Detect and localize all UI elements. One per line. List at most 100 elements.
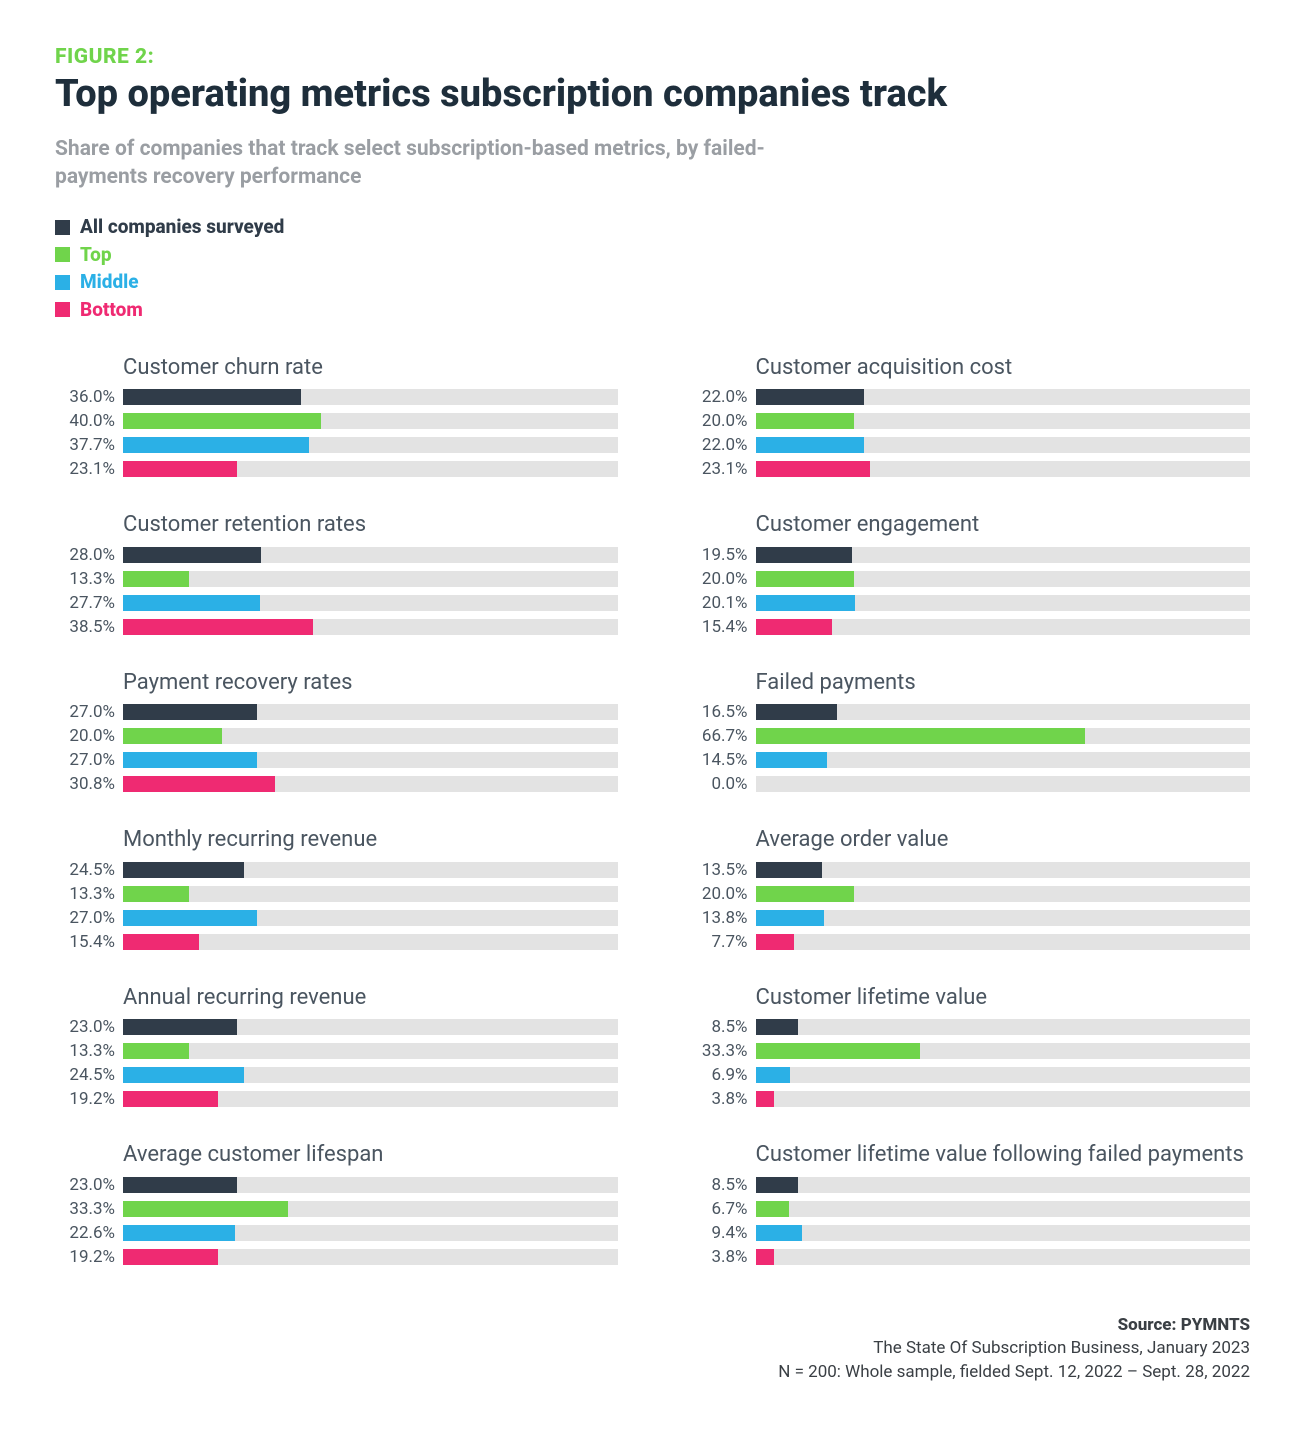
- bar-track: [123, 1091, 618, 1107]
- metric-title: Payment recovery rates: [55, 669, 618, 697]
- bar-value-label: 27.0%: [55, 750, 115, 770]
- bar-row-middle: 22.0%: [688, 435, 1251, 455]
- bar-fill-all: [123, 389, 301, 405]
- bar-fill-all: [123, 1177, 237, 1193]
- charts-wrap: Customer churn rate36.0%40.0%37.7%23.1%C…: [55, 354, 1250, 1299]
- bar-value-label: 20.0%: [688, 884, 748, 904]
- bar-track: [123, 437, 618, 453]
- bar-track: [756, 728, 1251, 744]
- bar-value-label: 23.0%: [55, 1175, 115, 1195]
- bar-track: [123, 619, 618, 635]
- bar-value-label: 22.0%: [688, 387, 748, 407]
- metric-block: Customer retention rates28.0%13.3%27.7%3…: [55, 511, 618, 637]
- metric-title: Annual recurring revenue: [55, 984, 618, 1012]
- bar-row-top: 33.3%: [55, 1199, 618, 1219]
- bar-value-label: 33.3%: [688, 1041, 748, 1061]
- bar-value-label: 23.1%: [55, 459, 115, 479]
- bar-fill-top: [123, 886, 189, 902]
- bar-track: [123, 461, 618, 477]
- bar-fill-bottom: [123, 934, 199, 950]
- metric-block: Average customer lifespan23.0%33.3%22.6%…: [55, 1141, 618, 1267]
- bar-fill-middle: [756, 595, 855, 611]
- bar-value-label: 24.5%: [55, 1065, 115, 1085]
- bar-track: [756, 437, 1251, 453]
- bar-row-top: 13.3%: [55, 569, 618, 589]
- bar-track: [123, 886, 618, 902]
- bar-fill-all: [123, 862, 244, 878]
- bar-track: [756, 1201, 1251, 1217]
- bar-row-middle: 37.7%: [55, 435, 618, 455]
- bar-row-all: 28.0%: [55, 545, 618, 565]
- bar-track: [123, 1177, 618, 1193]
- bar-fill-bottom: [756, 934, 794, 950]
- bar-value-label: 6.9%: [688, 1065, 748, 1085]
- bar-row-all: 8.5%: [688, 1017, 1251, 1037]
- bar-row-all: 8.5%: [688, 1175, 1251, 1195]
- legend-swatch-middle: [55, 275, 70, 290]
- bar-row-top: 66.7%: [688, 726, 1251, 746]
- bar-value-label: 30.8%: [55, 774, 115, 794]
- bar-row-middle: 27.0%: [55, 750, 618, 770]
- bar-track: [756, 704, 1251, 720]
- bar-track: [756, 1091, 1251, 1107]
- bar-row-all: 13.5%: [688, 860, 1251, 880]
- bar-fill-top: [123, 571, 189, 587]
- bar-fill-bottom: [756, 1091, 775, 1107]
- metric-title: Monthly recurring revenue: [55, 826, 618, 854]
- bar-value-label: 37.7%: [55, 435, 115, 455]
- metric-title: Customer churn rate: [55, 354, 618, 382]
- bar-fill-bottom: [123, 619, 313, 635]
- bar-value-label: 19.2%: [55, 1089, 115, 1109]
- bar-track: [756, 1043, 1251, 1059]
- bar-row-middle: 13.8%: [688, 908, 1251, 928]
- bar-row-all: 24.5%: [55, 860, 618, 880]
- bar-track: [756, 1067, 1251, 1083]
- bar-track: [123, 910, 618, 926]
- legend-label-middle: Middle: [80, 268, 139, 296]
- bar-row-top: 20.0%: [688, 411, 1251, 431]
- bar-row-bottom: 23.1%: [688, 459, 1251, 479]
- bar-fill-bottom: [123, 461, 237, 477]
- metric-block: Customer churn rate36.0%40.0%37.7%23.1%: [55, 354, 618, 480]
- bar-track: [756, 571, 1251, 587]
- metric-block: Customer acquisition cost22.0%20.0%22.0%…: [688, 354, 1251, 480]
- bar-row-middle: 27.0%: [55, 908, 618, 928]
- metric-title: Customer retention rates: [55, 511, 618, 539]
- bar-fill-middle: [123, 752, 257, 768]
- bar-track: [756, 1249, 1251, 1265]
- bar-fill-all: [756, 1177, 798, 1193]
- bar-value-label: 27.0%: [55, 908, 115, 928]
- bar-value-label: 23.0%: [55, 1017, 115, 1037]
- bar-fill-top: [123, 413, 321, 429]
- bar-row-bottom: 7.7%: [688, 932, 1251, 952]
- bar-fill-all: [756, 389, 865, 405]
- bar-value-label: 66.7%: [688, 726, 748, 746]
- legend-item-bottom: Bottom: [55, 296, 1250, 324]
- bar-row-all: 22.0%: [688, 387, 1251, 407]
- bar-row-middle: 27.7%: [55, 593, 618, 613]
- bar-value-label: 40.0%: [55, 411, 115, 431]
- bar-track: [756, 389, 1251, 405]
- bar-value-label: 13.3%: [55, 569, 115, 589]
- bar-fill-middle: [123, 1225, 235, 1241]
- bar-value-label: 14.5%: [688, 750, 748, 770]
- left-column: Customer churn rate36.0%40.0%37.7%23.1%C…: [55, 354, 618, 1299]
- bar-row-bottom: 19.2%: [55, 1089, 618, 1109]
- bar-track: [756, 1019, 1251, 1035]
- bar-fill-middle: [756, 1225, 802, 1241]
- bar-track: [756, 461, 1251, 477]
- bar-fill-middle: [123, 595, 260, 611]
- bar-track: [123, 1043, 618, 1059]
- metric-block: Payment recovery rates27.0%20.0%27.0%30.…: [55, 669, 618, 795]
- bar-value-label: 13.3%: [55, 1041, 115, 1061]
- metric-block: Customer lifetime value8.5%33.3%6.9%3.8%: [688, 984, 1251, 1110]
- bar-value-label: 20.1%: [688, 593, 748, 613]
- bar-row-top: 20.0%: [55, 726, 618, 746]
- metric-title: Average order value: [688, 826, 1251, 854]
- bar-row-bottom: 3.8%: [688, 1089, 1251, 1109]
- bar-track: [123, 1019, 618, 1035]
- bar-value-label: 22.6%: [55, 1223, 115, 1243]
- legend-item-all: All companies surveyed: [55, 213, 1250, 241]
- bar-row-top: 33.3%: [688, 1041, 1251, 1061]
- metric-block: Average order value 13.5% 20.0% 13.8% 7.7%: [688, 826, 1251, 952]
